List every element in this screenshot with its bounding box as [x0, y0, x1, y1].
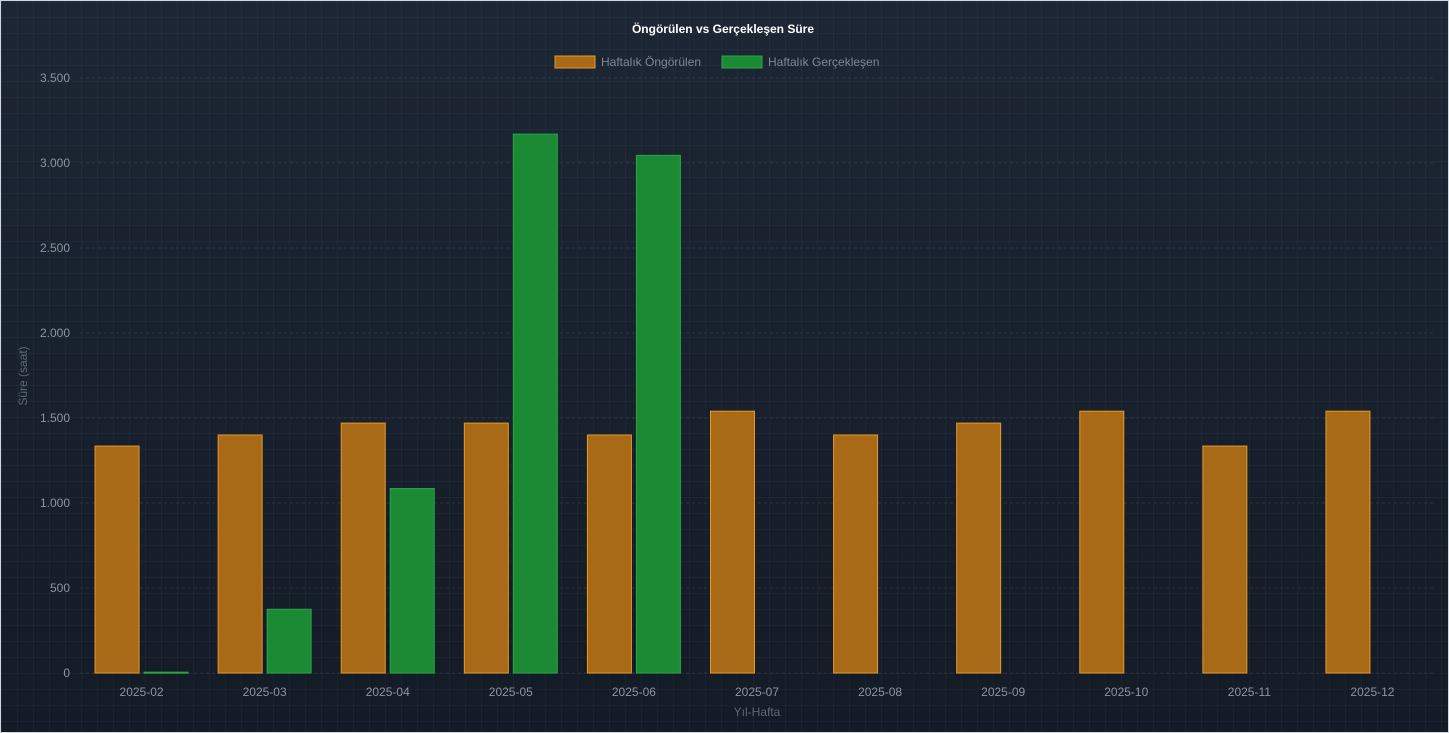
bar-ongorulen-2025-02[interactable] — [94, 445, 140, 674]
x-tick-label: 2025-09 — [981, 685, 1025, 699]
bar-gerceklesen-2025-04[interactable] — [389, 488, 435, 674]
bar-ongorulen-2025-09[interactable] — [956, 422, 1002, 674]
y-tick-label: 1.500 — [40, 411, 70, 425]
x-tick-label: 2025-06 — [612, 685, 656, 699]
x-tick-label: 2025-07 — [735, 685, 779, 699]
y-tick-label: 500 — [50, 581, 70, 595]
legend-swatch-gerceklesen[interactable] — [721, 55, 763, 69]
x-axis-title: Yıl-Hafta — [734, 705, 781, 719]
bar-ongorulen-2025-10[interactable] — [1079, 410, 1125, 674]
bar-ongorulen-2025-08[interactable] — [833, 434, 879, 674]
bar-gerceklesen-2025-02[interactable] — [143, 671, 189, 674]
legend[interactable]: Haftalık Öngörülen Haftalık Gerçekleşen — [554, 55, 879, 69]
legend-label-ongorulen[interactable]: Haftalık Öngörülen — [601, 55, 701, 69]
x-tick-label: 2025-05 — [489, 685, 533, 699]
y-axis-title: Süre (saat) — [16, 346, 30, 405]
y-tick-label: 0 — [63, 666, 70, 680]
x-tick-label: 2025-10 — [1104, 685, 1148, 699]
x-tick-label: 2025-03 — [243, 685, 287, 699]
y-tick-label: 1.000 — [40, 496, 70, 510]
bar-gerceklesen-2025-03[interactable] — [266, 608, 312, 674]
legend-swatch-ongorulen[interactable] — [554, 55, 596, 69]
x-tick-label: 2025-11 — [1228, 685, 1271, 699]
bar-ongorulen-2025-12[interactable] — [1325, 410, 1371, 674]
y-tick-label: 2.000 — [40, 326, 70, 340]
bar-ongorulen-2025-07[interactable] — [710, 410, 755, 674]
x-tick-label: 2025-12 — [1350, 685, 1394, 699]
bar-ongorulen-2025-11[interactable] — [1202, 445, 1248, 674]
bar-gerceklesen-2025-05[interactable] — [512, 133, 558, 674]
bar-ongorulen-2025-03[interactable] — [217, 434, 263, 674]
bar-ongorulen-2025-04[interactable] — [340, 422, 386, 674]
y-tick-label: 2.500 — [40, 241, 70, 255]
y-axis-ticks: 0 500 1.000 1.500 2.000 2.500 3.000 3.500 — [40, 71, 70, 680]
bar-ongorulen-2025-06[interactable] — [586, 434, 632, 674]
x-tick-label: 2025-02 — [120, 685, 164, 699]
x-tick-label: 2025-04 — [366, 685, 410, 699]
legend-label-gerceklesen[interactable]: Haftalık Gerçekleşen — [768, 55, 879, 69]
y-tick-label: 3.500 — [40, 71, 70, 85]
bar-gerceklesen-2025-06[interactable] — [635, 154, 681, 674]
x-tick-label: 2025-08 — [858, 685, 902, 699]
chart-title: Öngörülen vs Gerçekleşen Süre — [632, 21, 814, 36]
y-tick-label: 3.000 — [40, 156, 70, 170]
bar-ongorulen-2025-05[interactable] — [463, 422, 509, 674]
bars — [94, 133, 1371, 674]
x-axis-ticks: 2025-02 2025-03 2025-04 2025-05 2025-06 2025-… — [120, 685, 1395, 699]
